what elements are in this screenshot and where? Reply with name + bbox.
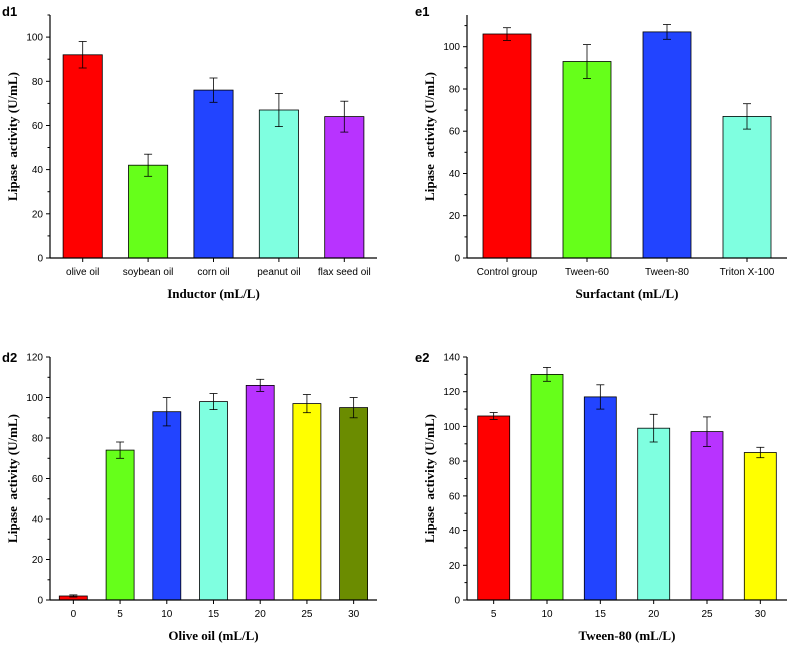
- panel-label: e2: [415, 350, 429, 365]
- y-tick-label: 0: [454, 596, 460, 607]
- y-tick-label: 120: [443, 387, 460, 398]
- panel-label: e1: [415, 4, 429, 19]
- x-tick-label: 15: [595, 609, 607, 620]
- x-tick-label: 30: [348, 609, 360, 620]
- x-tick-label: 10: [161, 609, 173, 620]
- bar: [477, 415, 511, 601]
- bar: [642, 31, 692, 259]
- bar: [530, 373, 564, 601]
- y-axis-title: Lipase activity (U/mL): [422, 414, 437, 543]
- x-tick-label: 20: [648, 609, 660, 620]
- panel-e1: e1 Control group Tween-60 Tween-80 Triton X-…: [415, 4, 787, 301]
- x-tick-label: 5: [117, 609, 123, 620]
- bar: [292, 403, 322, 601]
- y-tick-label: 20: [32, 209, 44, 220]
- bar: [722, 116, 772, 259]
- y-tick-label: 60: [32, 121, 44, 132]
- y-axis-title: Lipase activity (U/mL): [422, 72, 437, 201]
- y-tick-label: 100: [26, 33, 43, 44]
- panel-d2: d2 0 5 10 15 20 25 30 0 20 40 60 80 100 120 Olive oil (…: [2, 350, 377, 643]
- y-tick-label: 100: [26, 393, 43, 404]
- bar: [245, 384, 275, 601]
- y-tick-label: 60: [449, 491, 461, 502]
- bar: [128, 164, 169, 259]
- y-tick-label: 0: [37, 254, 43, 265]
- x-tick-label: olive oil: [66, 267, 99, 278]
- x-axis-title: Inductor (mL/L): [167, 286, 260, 301]
- y-tick-label: 80: [32, 434, 44, 445]
- y-axis-title: Lipase activity (U/mL): [5, 414, 20, 543]
- y-tick-label: 100: [443, 422, 460, 433]
- x-tick-label: 30: [755, 609, 767, 620]
- panel-d1: d1 olive oil soybean oil corn oil peanut oil…: [2, 4, 377, 301]
- x-tick-label: 10: [541, 609, 553, 620]
- bar: [562, 61, 612, 259]
- bar: [339, 407, 369, 601]
- y-tick-label: 100: [443, 42, 460, 53]
- x-tick-label: Control group: [477, 267, 538, 278]
- bar: [482, 33, 532, 259]
- x-tick-label: 0: [71, 609, 77, 620]
- y-tick-label: 80: [449, 85, 461, 96]
- bar: [690, 431, 724, 601]
- y-axis-title: Lipase activity (U/mL): [5, 72, 20, 201]
- y-tick-label: 80: [32, 77, 44, 88]
- x-tick-label: soybean oil: [123, 267, 174, 278]
- y-tick-label: 40: [32, 165, 44, 176]
- x-tick-label: 5: [491, 609, 497, 620]
- bar: [152, 411, 182, 601]
- x-tick-label: 25: [701, 609, 713, 620]
- x-axis-title: Tween-80 (mL/L): [579, 628, 676, 643]
- y-tick-label: 40: [32, 515, 44, 526]
- x-tick-label: 25: [301, 609, 313, 620]
- x-tick-label: Triton X-100: [720, 267, 775, 278]
- x-tick-label: flax seed oil: [318, 267, 371, 278]
- y-tick-label: 40: [449, 526, 461, 537]
- y-tick-label: 20: [32, 555, 44, 566]
- bar: [324, 116, 365, 259]
- bar: [193, 89, 234, 259]
- x-tick-label: 15: [208, 609, 220, 620]
- bar: [637, 427, 671, 601]
- y-tick-label: 60: [32, 474, 44, 485]
- panel-e2: e2 5 10 15 20 25 30 0 20 40 60 80 100 120 140 Tween-80 …: [415, 350, 787, 643]
- y-tick-label: 0: [454, 254, 460, 265]
- x-axis-title: Olive oil (mL/L): [168, 628, 258, 643]
- y-tick-label: 40: [449, 169, 461, 180]
- x-tick-label: 20: [255, 609, 267, 620]
- y-tick-label: 60: [449, 127, 461, 138]
- x-tick-label: Tween-80: [645, 267, 689, 278]
- bar: [62, 54, 103, 259]
- x-tick-label: Tween-60: [565, 267, 609, 278]
- bar: [199, 401, 228, 601]
- bar: [105, 449, 135, 601]
- y-tick-label: 120: [26, 353, 43, 364]
- panel-label: d1: [2, 4, 17, 19]
- x-tick-label: corn oil: [197, 267, 229, 278]
- y-tick-label: 20: [449, 561, 461, 572]
- bar: [743, 452, 777, 601]
- y-tick-label: 80: [449, 457, 461, 468]
- y-tick-label: 140: [443, 353, 460, 364]
- y-tick-label: 20: [449, 211, 461, 222]
- x-axis-title: Surfactant (mL/L): [576, 286, 679, 301]
- bar: [258, 109, 299, 259]
- x-tick-label: peanut oil: [257, 267, 300, 278]
- bar: [583, 396, 617, 601]
- panel-label: d2: [2, 350, 17, 365]
- y-tick-label: 0: [37, 596, 43, 607]
